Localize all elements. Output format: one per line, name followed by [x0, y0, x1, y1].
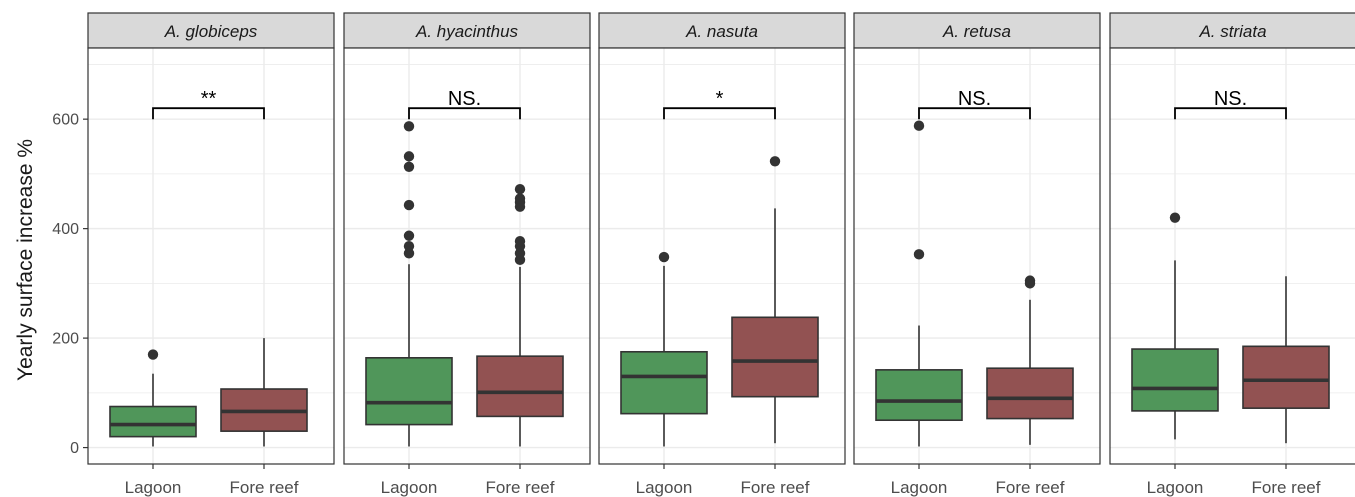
box-fore-reef	[220, 338, 308, 447]
facet-strip	[598, 12, 846, 49]
outlier-point	[913, 120, 925, 131]
y-tick-label: 0	[70, 440, 79, 457]
iqr-box	[986, 367, 1074, 420]
y-axis-title: Yearly surface increase %	[14, 139, 37, 381]
outlier-point	[658, 251, 670, 263]
iqr-box	[1131, 348, 1219, 412]
iqr-box	[620, 350, 708, 415]
significance-bracket	[152, 107, 265, 120]
iqr-box	[476, 355, 564, 418]
significance-bracket	[663, 107, 776, 120]
x-category-label: Lagoon	[381, 478, 438, 497]
outlier-point	[514, 236, 526, 247]
box-lagoon	[1131, 212, 1219, 440]
facet-title: A. striata	[1198, 22, 1266, 41]
facet-title: A. nasuta	[685, 22, 758, 41]
facet-title: A. hyacinthus	[415, 22, 519, 41]
box-lagoon	[109, 349, 197, 447]
y-tick-label: 400	[52, 221, 79, 238]
box-fore-reef	[986, 275, 1074, 445]
panel-border	[343, 47, 591, 465]
significance-bracket	[408, 107, 521, 120]
outlier-point	[403, 151, 415, 162]
significance-label: **	[201, 88, 217, 110]
outlier-point	[403, 248, 415, 259]
outlier-point	[913, 249, 925, 260]
significance-label: *	[716, 88, 724, 110]
panel-border	[598, 47, 846, 465]
box-lagoon	[620, 251, 708, 447]
box-fore-reef	[1242, 276, 1330, 444]
facet-title: A. globiceps	[164, 22, 258, 41]
facet-panel: A. hyacinthus Lagoon Fore reef NS.	[343, 12, 591, 497]
x-category-label: Lagoon	[125, 478, 182, 497]
panel-border	[1109, 47, 1355, 465]
x-category-label: Fore reef	[230, 478, 299, 497]
y-axis: 0 200 400 600	[52, 112, 88, 457]
outlier-point	[514, 193, 526, 204]
facet-panel: A. nasuta Lagoon Fore reef *	[598, 12, 846, 497]
iqr-box	[365, 357, 453, 426]
facet-title: A. retusa	[942, 22, 1011, 41]
facet-panel: A. retusa Lagoon Fore reef NS.	[853, 12, 1101, 497]
outlier-point	[403, 121, 415, 132]
outlier-point	[1024, 275, 1036, 286]
outlier-point	[769, 156, 781, 167]
x-category-label: Fore reef	[996, 478, 1065, 497]
facet-panel: A. striata Lagoon Fore reef NS.	[1109, 12, 1355, 497]
x-category-label: Lagoon	[636, 478, 693, 497]
y-tick-label: 600	[52, 112, 79, 129]
y-tick-label: 200	[52, 331, 79, 348]
outlier-point	[514, 248, 526, 259]
x-category-label: Lagoon	[1147, 478, 1204, 497]
iqr-box	[109, 405, 197, 438]
outlier-point	[403, 199, 415, 211]
iqr-box	[875, 369, 963, 422]
x-category-label: Fore reef	[1252, 478, 1321, 497]
significance-bracket	[1174, 107, 1287, 120]
significance-bracket	[918, 107, 1031, 120]
outlier-point	[403, 230, 415, 241]
outlier-point	[1169, 212, 1181, 223]
outlier-point	[403, 240, 415, 252]
x-category-label: Fore reef	[486, 478, 555, 497]
iqr-box	[1242, 345, 1330, 409]
outlier-point	[147, 349, 159, 360]
box-lagoon	[875, 120, 963, 447]
outlier-point	[403, 161, 415, 172]
box-fore-reef	[731, 156, 819, 444]
facet-panel: A. globiceps Lagoon Fore reef **	[87, 12, 335, 497]
facet-strip	[87, 12, 335, 49]
facet-panels: A. globiceps Lagoon Fore reef ** A. hyacinth…	[87, 12, 1355, 497]
x-category-label: Fore reef	[741, 478, 810, 497]
iqr-box	[731, 316, 819, 398]
outlier-point	[514, 184, 526, 195]
panel-border	[853, 47, 1101, 465]
significance-label: NS.	[1214, 88, 1247, 110]
facet-strip	[343, 12, 591, 49]
panel-border	[87, 47, 335, 465]
box-fore-reef	[476, 184, 564, 447]
box-lagoon	[365, 121, 453, 447]
significance-label: NS.	[448, 88, 481, 110]
x-category-label: Lagoon	[891, 478, 948, 497]
significance-label: NS.	[958, 88, 991, 110]
